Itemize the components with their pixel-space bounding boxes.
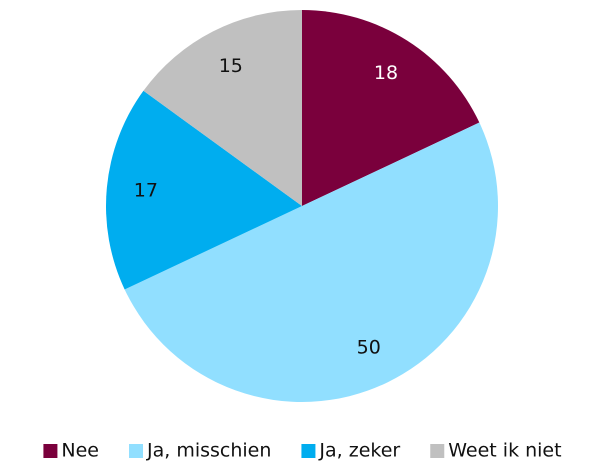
- legend-label: Ja, zeker: [318, 440, 400, 462]
- pie-slice: [302, 10, 480, 206]
- pie-slice: [124, 122, 499, 403]
- legend-label: Ja, misschien: [146, 440, 271, 462]
- legend-swatch: [430, 444, 445, 458]
- legend-label: Weet ik niet: [448, 440, 561, 462]
- legend-label: Nee: [61, 440, 99, 462]
- data-label: 50: [357, 336, 381, 358]
- legend-swatch: [43, 444, 58, 458]
- data-label: 17: [134, 180, 158, 202]
- pie-slice: [106, 90, 302, 290]
- pie-slice: [143, 9, 302, 206]
- legend-swatch: [301, 444, 316, 458]
- data-label: 18: [374, 62, 398, 84]
- data-label: 15: [219, 55, 243, 77]
- legend-swatch: [129, 444, 144, 458]
